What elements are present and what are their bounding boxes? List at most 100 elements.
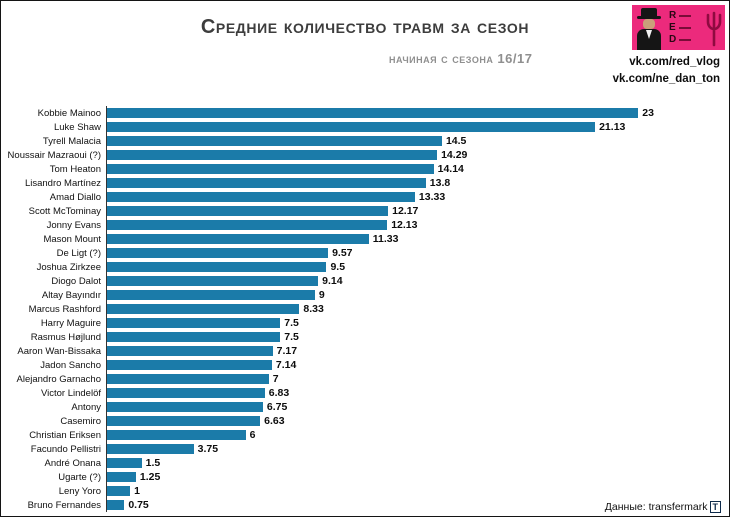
bar-row: Tom Heaton 14.14: [7, 162, 723, 176]
bar-value: 12.13: [391, 219, 418, 231]
bar-track: 11.33: [106, 232, 723, 246]
player-label: Amad Diallo: [49, 191, 101, 203]
injury-bar: [107, 430, 246, 440]
bar-row: Harry Maguire 7.5: [7, 316, 723, 330]
player-label: Scott McTominay: [28, 205, 101, 217]
bar-value: 0.75: [128, 499, 149, 511]
bar-track: 6.83: [106, 386, 723, 400]
bar-value: 9.14: [322, 275, 343, 287]
trident-icon: [706, 11, 722, 46]
vk-link-red-vlog: vk.com/red_vlog: [629, 56, 720, 68]
bar-value: 8.33: [303, 303, 324, 315]
bar-row: Lisandro Martínez 13.8: [7, 176, 723, 190]
bar-value: 23: [642, 107, 654, 119]
player-label: Jonny Evans: [46, 219, 101, 231]
injury-bar: [107, 234, 369, 244]
bar-value: 21.13: [599, 121, 626, 133]
bar-row: Luke Shaw 21.13: [7, 120, 723, 134]
bar-value: 9: [318, 289, 325, 301]
bar-track: 6.75: [106, 400, 723, 414]
bar-value: 12.17: [392, 205, 419, 217]
bar-track: 12.13: [106, 218, 723, 232]
bar-track: 6: [106, 428, 723, 442]
injury-bar: [107, 262, 327, 272]
player-label: Diogo Dalot: [51, 275, 101, 287]
bar-track: 14.29: [106, 148, 723, 162]
bar-row: Casemiro 6.63: [7, 414, 723, 428]
bar-row: Amad Diallo 13.33: [7, 190, 723, 204]
bars: Kobbie Mainoo 23 Luke Shaw 21.13 Tyrell Mala…: [7, 106, 723, 512]
bar-row: Kobbie Mainoo 23: [7, 106, 723, 120]
logo-letter: D: [669, 33, 677, 45]
bar-track: 13.8: [106, 176, 723, 190]
bar-track: 12.17: [106, 204, 723, 218]
vk-links: vk.com/red_vlog vk.com/ne_dan_ton: [613, 54, 720, 87]
bar-row: Altay Bayındır 9: [7, 288, 723, 302]
player-label: Aaron Wan-Bissaka: [17, 345, 101, 357]
logo-letter: E: [669, 21, 676, 33]
player-label: Alejandro Garnacho: [16, 373, 102, 385]
bar-track: 1.25: [106, 470, 723, 484]
player-label: Ugarte (?): [58, 471, 101, 483]
bar-row: De Ligt (?) 9.57: [7, 246, 723, 260]
bar-value: 6.75: [266, 401, 288, 413]
man-silhouette-icon: [632, 5, 666, 50]
data-source-label: Данные: transfermark: [604, 501, 708, 513]
transfermarkt-logo-icon: T: [709, 501, 721, 513]
bar-value: 7: [272, 373, 279, 385]
bar-track: 9.57: [106, 246, 723, 260]
bar-track: 8.33: [106, 302, 723, 316]
logo-text: R E D: [666, 9, 703, 45]
player-label: Casemiro: [60, 415, 101, 427]
bar-track: 7.14: [106, 358, 723, 372]
bar-track: 1.5: [106, 456, 723, 470]
player-label: Kobbie Mainoo: [37, 107, 101, 119]
chart-subtitle: начиная с сезона 16/17: [389, 51, 533, 66]
bar-row: Leny Yoro 1: [7, 484, 723, 498]
injury-bar: [107, 178, 426, 188]
bar-value: 11.33: [372, 233, 399, 245]
player-label: Jadon Sancho: [40, 359, 101, 371]
bar-track: 1: [106, 484, 723, 498]
injury-bar: [107, 374, 269, 384]
injury-bar: [107, 486, 131, 496]
bar-track: 13.33: [106, 190, 723, 204]
bar-track: 21.13: [106, 120, 723, 134]
player-label: Lisandro Martínez: [24, 177, 101, 189]
bar-value: 7.5: [284, 331, 299, 343]
injury-bar: [107, 136, 442, 146]
bar-row: Alejandro Garnacho 7: [7, 372, 723, 386]
bar-value: 6.83: [268, 387, 290, 399]
injury-bar: [107, 248, 329, 258]
injury-bar: [107, 332, 281, 342]
player-label: Antony: [71, 401, 101, 413]
injury-bar: [107, 346, 273, 356]
player-label: Mason Mount: [43, 233, 101, 245]
bar-value: 6.63: [264, 415, 285, 427]
bar-row: Bruno Fernandes 0.75: [7, 498, 723, 512]
player-label: Noussair Mazraoui (?): [7, 149, 101, 161]
bar-value: 1.25: [139, 471, 161, 483]
bar-value: 7.17: [276, 345, 298, 357]
injuries-bar-chart: Kobbie Mainoo 23 Luke Shaw 21.13 Tyrell Mala…: [7, 106, 723, 512]
bar-row: Jadon Sancho 7.14: [7, 358, 723, 372]
injury-bar: [107, 276, 319, 286]
injury-bar: [107, 122, 596, 132]
bar-row: Jonny Evans 12.13: [7, 218, 723, 232]
player-label: Marcus Rashford: [28, 303, 101, 315]
bar-row: Christian Eriksen 6: [7, 428, 723, 442]
injury-bar: [107, 402, 263, 412]
player-label: De Ligt (?): [56, 247, 101, 259]
bar-value: 14.14: [437, 163, 464, 175]
bar-value: 14.29: [441, 149, 468, 161]
logo-letter: R: [669, 9, 677, 21]
injury-bar: [107, 192, 415, 202]
injury-bar: [107, 318, 281, 328]
bar-value: 6: [249, 429, 256, 441]
bar-value: 3.75: [197, 443, 219, 455]
injury-bar: [107, 444, 194, 454]
bar-row: Scott McTominay 12.17: [7, 204, 723, 218]
bar-track: 9.5: [106, 260, 723, 274]
channel-logo: R E D: [632, 5, 725, 50]
bar-track: 7: [106, 372, 723, 386]
